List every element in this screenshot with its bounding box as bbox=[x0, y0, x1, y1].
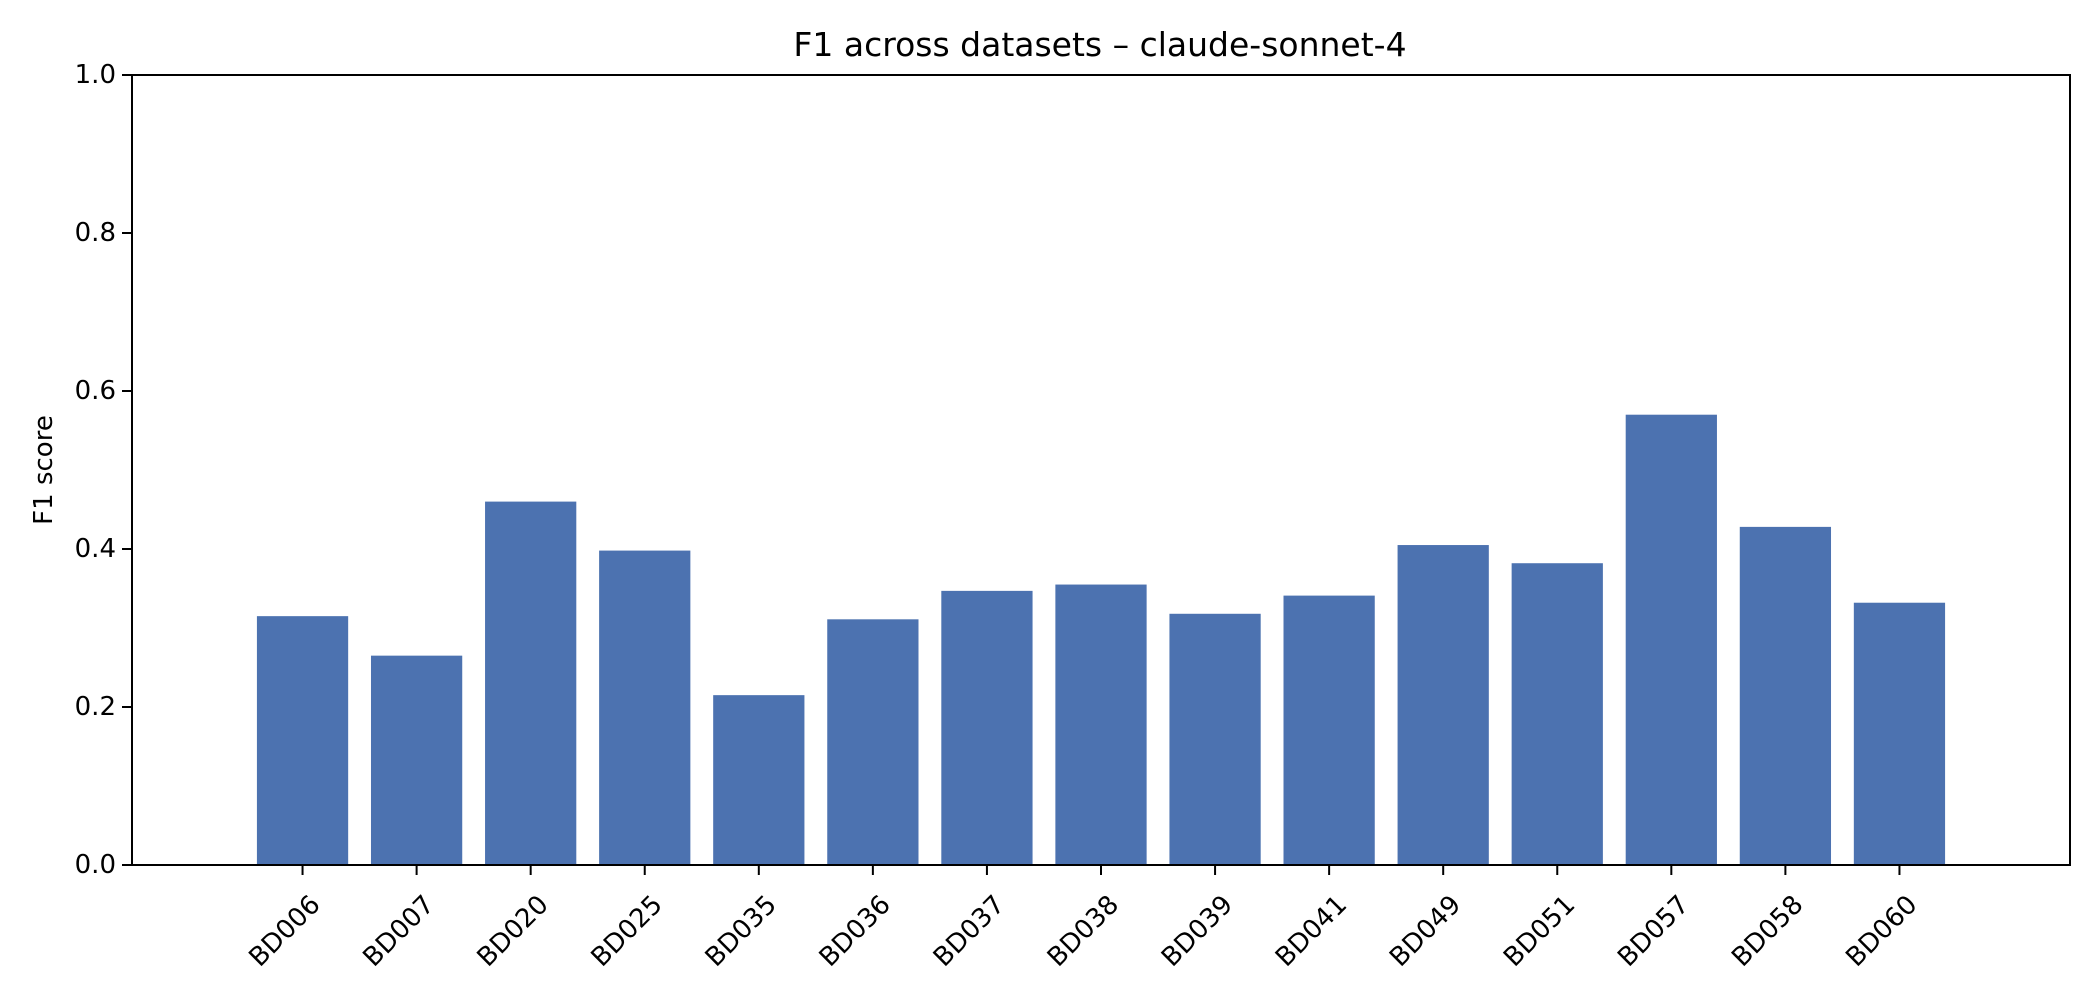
y-tick-label: 0.8 bbox=[75, 218, 116, 248]
bar-bd041 bbox=[1283, 595, 1375, 865]
x-tick-label: BD051 bbox=[1498, 890, 1581, 973]
x-tick-label: BD036 bbox=[814, 890, 897, 973]
bar-bd020 bbox=[485, 501, 577, 865]
y-axis-ticks: 0.0 0.2 0.4 0.6 0.8 1.0 bbox=[75, 60, 132, 880]
chart-title: F1 across datasets – claude-sonnet-4 bbox=[793, 25, 1406, 64]
bar-bd025 bbox=[599, 550, 691, 865]
x-tick-label: BD060 bbox=[1840, 890, 1923, 973]
y-tick-label: 0.6 bbox=[75, 376, 116, 406]
x-tick-label: BD038 bbox=[1042, 890, 1125, 973]
bar-bd006 bbox=[256, 616, 349, 865]
y-tick-label: 0.0 bbox=[75, 850, 116, 880]
bar-bd038 bbox=[1055, 584, 1147, 865]
bar-bd049 bbox=[1397, 545, 1489, 865]
y-tick-label: 1.0 bbox=[75, 60, 116, 90]
bar-bd057 bbox=[1625, 414, 1717, 865]
x-tick-label: BD037 bbox=[928, 890, 1011, 973]
x-tick-label: BD025 bbox=[586, 890, 669, 973]
plot-frame bbox=[131, 74, 2071, 866]
bars bbox=[256, 414, 1946, 865]
x-tick-label: BD057 bbox=[1612, 890, 1695, 973]
x-tick-label: BD006 bbox=[243, 890, 326, 973]
x-tick-label: BD058 bbox=[1726, 890, 1809, 973]
y-tick-label: 0.4 bbox=[75, 534, 116, 564]
bar-bd036 bbox=[827, 619, 919, 865]
x-tick-label: BD020 bbox=[472, 890, 555, 973]
y-tick-label: 0.2 bbox=[75, 692, 116, 722]
bar-bd035 bbox=[713, 695, 805, 865]
bar-bd037 bbox=[941, 590, 1033, 865]
bar-bd060 bbox=[1853, 602, 1946, 865]
x-tick-label: BD041 bbox=[1270, 890, 1353, 973]
bar-bd039 bbox=[1169, 613, 1261, 865]
x-axis-ticks: BD006 BD007 BD020 BD025 BD035 BD036 BD037 BD038… bbox=[243, 865, 1923, 973]
bar-bd007 bbox=[370, 655, 463, 865]
y-axis-label: F1 score bbox=[29, 415, 59, 525]
x-tick-label: BD007 bbox=[358, 890, 441, 973]
x-tick-label: BD049 bbox=[1384, 890, 1467, 973]
bar-bd058 bbox=[1739, 526, 1832, 865]
x-tick-label: BD035 bbox=[700, 890, 783, 973]
bar-bd051 bbox=[1511, 563, 1603, 865]
x-tick-label: BD039 bbox=[1156, 890, 1239, 973]
